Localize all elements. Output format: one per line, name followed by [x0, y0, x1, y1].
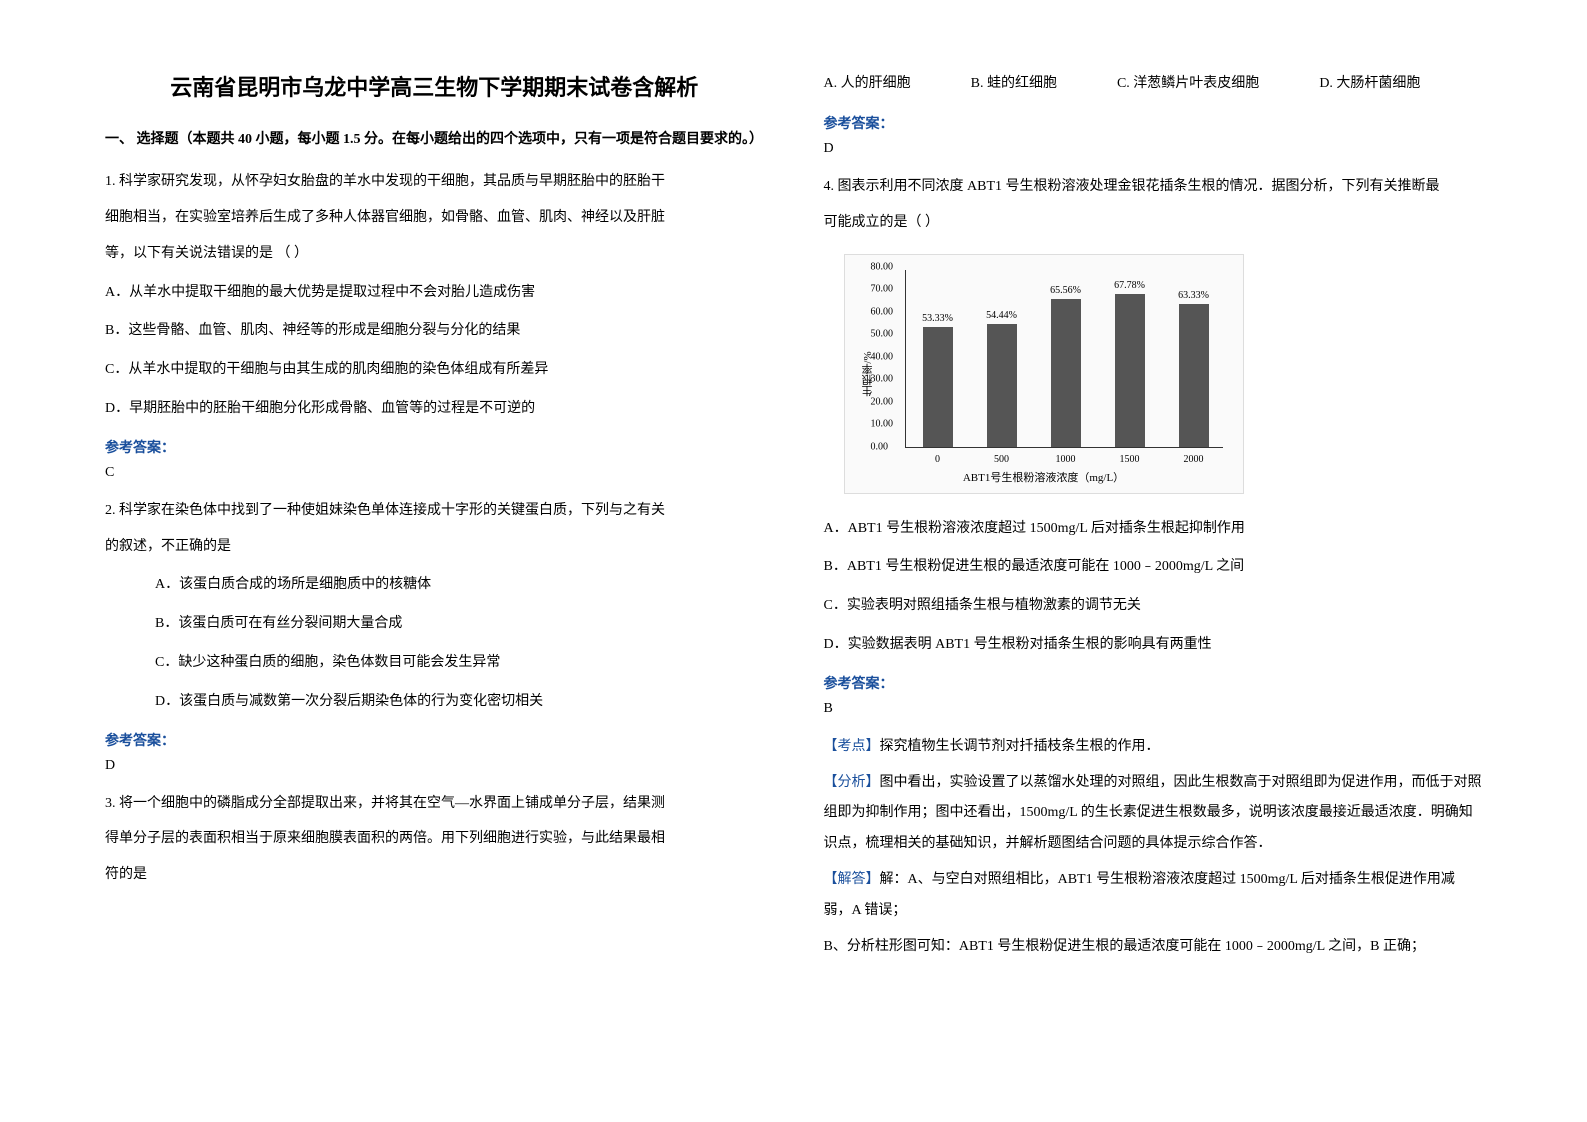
q3-option-b: B. 蛙的红细胞	[971, 70, 1057, 98]
q1-answer: C	[105, 465, 764, 481]
q1-stem: 1. 科学家研究发现，从怀孕妇女胎盘的羊水中发现的干细胞，其品质与早期胚胎中的胚…	[105, 167, 764, 198]
q4-sol-b: B、分析柱形图可知：ABT1 号生根粉促进生根的最适浓度可能在 1000﹣200…	[824, 932, 1483, 963]
q4-option-b: B．ABT1 号生根粉促进生根的最适浓度可能在 1000﹣2000mg/L 之间	[824, 552, 1483, 583]
x-axis-title: ABT1号生根粉溶液浓度（mg/L）	[963, 469, 1124, 485]
q1-option-c: C．从羊水中提取的干细胞与由其生成的肌肉细胞的染色体组成有所差异	[105, 355, 764, 386]
q4-stem: 4. 图表示利用不同浓度 ABT1 号生根粉溶液处理金银花插条生根的情况．据图分…	[824, 172, 1483, 203]
q2-answer-label: 参考答案：	[105, 730, 764, 750]
q3-options: A. 人的肝细胞 B. 蛙的红细胞 C. 洋葱鳞片叶表皮细胞 D. 大肠杆菌细胞	[824, 70, 1483, 98]
q2-stem: 的叙述，不正确的是	[105, 532, 764, 563]
q2-answer: D	[105, 758, 764, 774]
q4-answer: B	[824, 701, 1483, 717]
q2-option-c: C．缺少这种蛋白质的细胞，染色体数目可能会发生异常	[105, 648, 764, 679]
q4-option-d: D．实验数据表明 ABT1 号生根粉对插条生根的影响具有两重性	[824, 630, 1483, 661]
q1-option-b: B．这些骨骼、血管、肌肉、神经等的形成是细胞分裂与分化的结果	[105, 316, 764, 347]
chart-bar	[923, 327, 953, 447]
q4-option-a: A．ABT1 号生根粉溶液浓度超过 1500mg/L 后对插条生根起抑制作用	[824, 514, 1483, 545]
q4-sol-a: 【解答】解：A、与空白对照组相比，ABT1 号生根粉溶液浓度超过 1500mg/…	[824, 865, 1483, 927]
q3-option-a: A. 人的肝细胞	[824, 70, 911, 98]
q4-stem: 可能成立的是（ ）	[824, 208, 1483, 239]
bar-chart: 生根率/% 0.0010.0020.0030.0040.0050.0060.00…	[844, 254, 1244, 494]
chart-bar	[1115, 294, 1145, 447]
q3-answer-label: 参考答案：	[824, 113, 1483, 133]
q3-stem: 符的是	[105, 860, 764, 891]
q1-stem: 等，以下有关说法错误的是 （ ）	[105, 239, 764, 270]
q4-option-c: C．实验表明对照组插条生根与植物激素的调节无关	[824, 591, 1483, 622]
section-header: 一、 选择题（本题共 40 小题，每小题 1.5 分。在每小题给出的四个选项中，…	[105, 127, 764, 152]
chart-bar	[987, 324, 1017, 446]
q3-answer: D	[824, 141, 1483, 157]
q4-answer-label: 参考答案：	[824, 673, 1483, 693]
q4-ana: 【分析】图中看出，实验设置了以蒸馏水处理的对照组，因此生根数高于对照组即为促进作…	[824, 768, 1483, 860]
q3-stem: 得单分子层的表面积相当于原来细胞膜表面积的两倍。用下列细胞进行实验，与此结果最相	[105, 824, 764, 855]
q3-stem: 3. 将一个细胞中的磷脂成分全部提取出来，并将其在空气—水界面上铺成单分子层，结…	[105, 789, 764, 820]
q2-option-b: B．该蛋白质可在有丝分裂间期大量合成	[105, 609, 764, 640]
q4-exp: 【考点】探究植物生长调节剂对扦插枝条生根的作用．	[824, 732, 1483, 763]
q3-option-d: D. 大肠杆菌细胞	[1319, 70, 1420, 98]
q1-answer-label: 参考答案：	[105, 437, 764, 457]
q1-stem: 细胞相当，在实验室培养后生成了多种人体器官细胞，如骨骼、血管、肌肉、神经以及肝脏	[105, 203, 764, 234]
q2-option-d: D．该蛋白质与减数第一次分裂后期染色体的行为变化密切相关	[105, 687, 764, 718]
q1-option-a: A．从羊水中提取干细胞的最大优势是提取过程中不会对胎儿造成伤害	[105, 278, 764, 309]
q1-option-d: D．早期胚胎中的胚胎干细胞分化形成骨骼、血管等的过程是不可逆的	[105, 394, 764, 425]
page-title: 云南省昆明市乌龙中学高三生物下学期期末试卷含解析	[105, 70, 764, 102]
q2-stem: 2. 科学家在染色体中找到了一种使姐妹染色单体连接成十字形的关键蛋白质，下列与之…	[105, 496, 764, 527]
chart-bar	[1179, 304, 1209, 446]
q2-option-a: A．该蛋白质合成的场所是细胞质中的核糖体	[105, 570, 764, 601]
q3-option-c: C. 洋葱鳞片叶表皮细胞	[1117, 70, 1259, 98]
chart-bar	[1051, 299, 1081, 447]
